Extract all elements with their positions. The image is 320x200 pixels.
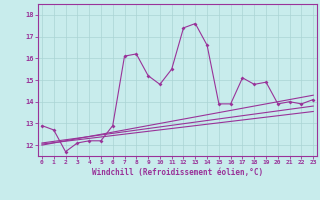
X-axis label: Windchill (Refroidissement éolien,°C): Windchill (Refroidissement éolien,°C) [92,168,263,177]
